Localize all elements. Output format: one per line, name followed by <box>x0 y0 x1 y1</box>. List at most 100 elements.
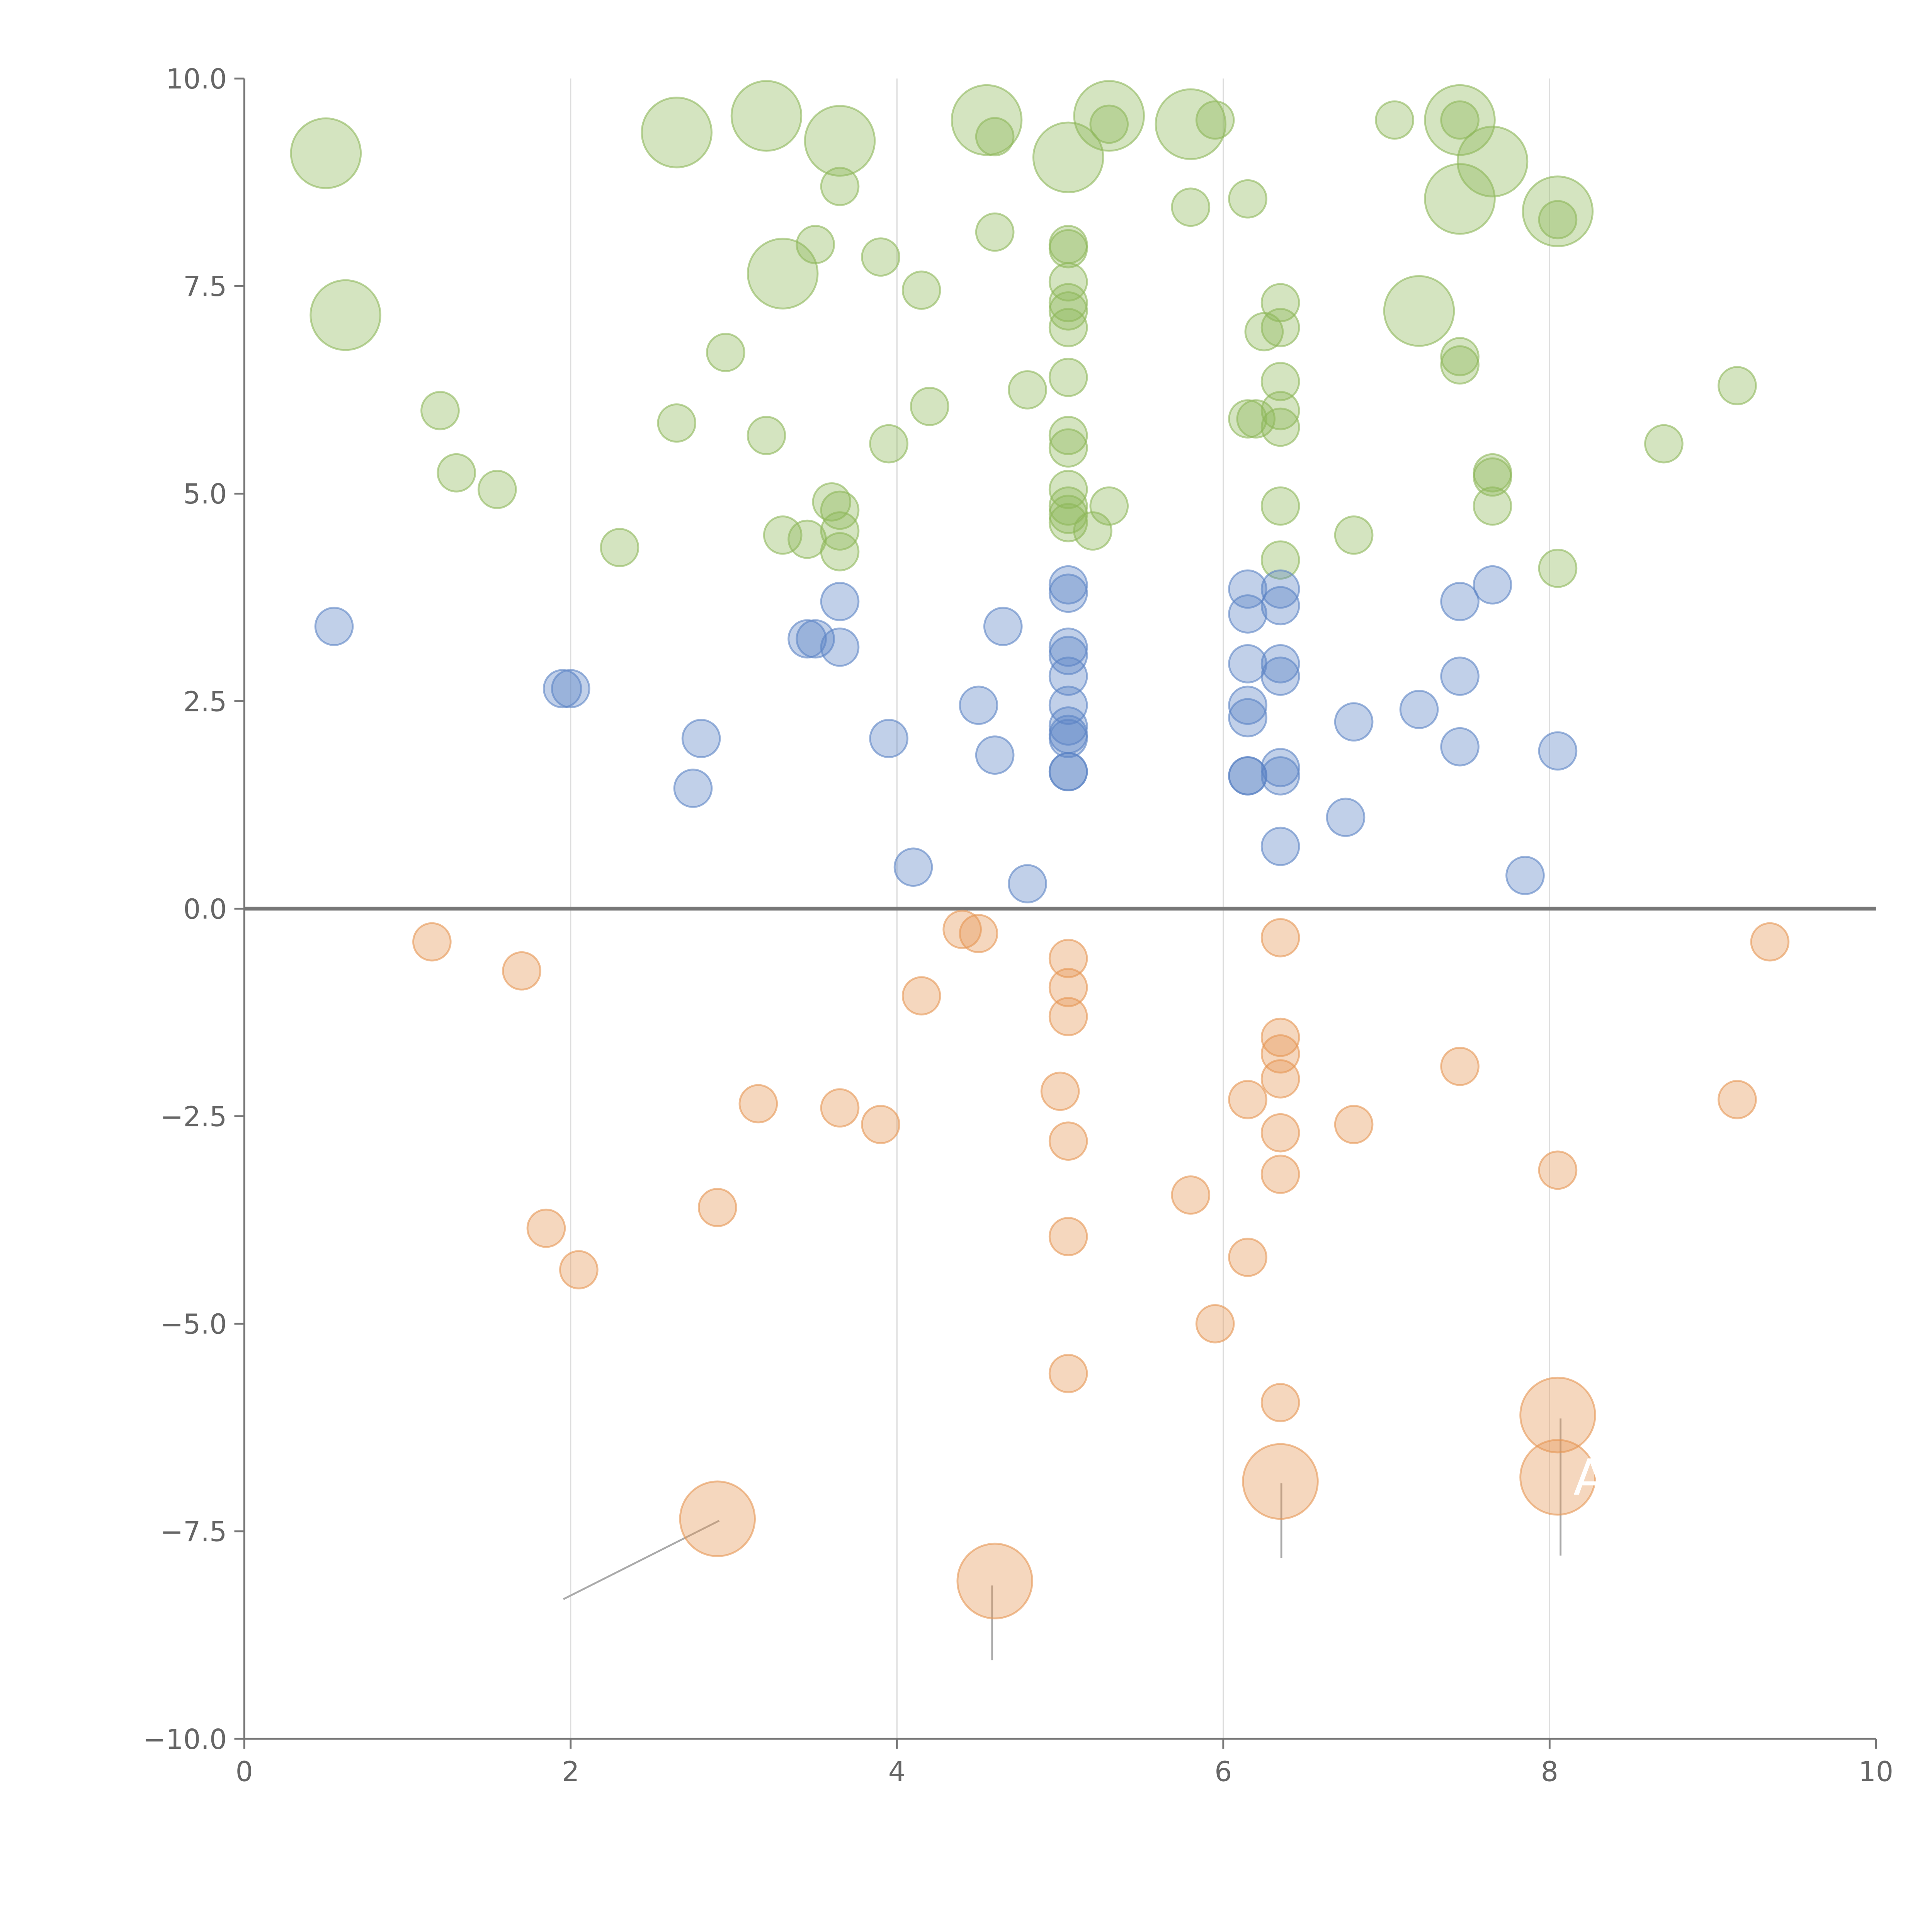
orange-data-point <box>959 914 998 953</box>
y-tick-label: 5.0 <box>183 478 227 510</box>
green-data-point <box>477 469 517 509</box>
blue-data-point <box>1473 565 1512 605</box>
blue-data-point <box>820 628 860 667</box>
blue-data-point <box>1228 594 1267 634</box>
green-data-point <box>910 387 949 426</box>
y-tick-label: −5.0 <box>160 1308 227 1340</box>
green-data-point <box>869 424 908 464</box>
blue-data-point <box>787 619 827 659</box>
orange-data-point <box>1048 1354 1088 1393</box>
green-data-point <box>975 212 1015 252</box>
green-data-point <box>1260 308 1300 347</box>
orange-data-point <box>526 1208 566 1248</box>
blue-data-point <box>1260 586 1300 626</box>
green-data-point <box>1048 357 1088 397</box>
y-tick-label: 0.0 <box>183 893 227 925</box>
green-data-point <box>1260 391 1300 430</box>
orange-data-point <box>1260 1059 1300 1099</box>
leader-line <box>1377 111 1459 119</box>
y-tick-label: 10.0 <box>166 63 227 95</box>
green-data-point <box>1260 407 1300 447</box>
green-data-point <box>1260 486 1300 526</box>
orange-data-point <box>1538 1150 1578 1190</box>
leader-line <box>1426 315 1478 362</box>
green-data-point <box>1260 362 1300 401</box>
green-data-point <box>1456 126 1529 197</box>
green-data-point <box>657 403 697 443</box>
green-data-point <box>1424 163 1496 235</box>
green-data-point <box>1073 511 1112 551</box>
orange-data-point <box>1260 918 1300 957</box>
blue-data-point <box>983 607 1023 646</box>
orange-data-point <box>1048 939 1088 978</box>
blue-data-point <box>1228 698 1267 738</box>
tick-labels: 0 2 4 6 8 10 −10.0 −7.5 −5.0 −2.5 0.0 2.5 5.0 7.5 10.0 <box>143 63 1893 1788</box>
green-data-point <box>1032 121 1104 194</box>
green-data-point <box>1383 275 1455 347</box>
green-data-point <box>1195 100 1235 140</box>
blue-data-point <box>1260 644 1300 684</box>
green-data-point <box>1155 88 1227 160</box>
orange-data-point <box>1440 1046 1480 1086</box>
orange-data-point <box>1048 968 1088 1007</box>
green-data-point <box>1048 428 1088 468</box>
green-data-point <box>901 270 941 310</box>
y-tick-label: −2.5 <box>160 1101 227 1133</box>
blue-data-point <box>551 669 590 709</box>
x-tick-label: 4 <box>888 1756 906 1788</box>
orange-data-point <box>1048 1217 1088 1257</box>
blue-data-point <box>1538 731 1578 771</box>
blue-data-point <box>1440 582 1480 621</box>
blue-data-point <box>1326 798 1366 837</box>
green-data-point <box>1375 100 1414 140</box>
green-data-point <box>1048 308 1088 347</box>
orange-data-point <box>861 1105 900 1144</box>
orange-data-point <box>1195 1304 1235 1344</box>
green-data-point <box>820 490 860 530</box>
data-points <box>290 80 1790 1619</box>
blue-data-point <box>1440 727 1480 767</box>
orange-data-point <box>502 951 541 991</box>
orange-data-point <box>1048 1121 1088 1161</box>
blue-data-point <box>681 719 721 758</box>
green-data-point <box>1473 486 1512 526</box>
green-data-point <box>1334 515 1374 555</box>
green-data-point <box>796 225 835 264</box>
green-data-point <box>730 80 803 152</box>
x-tick-label: 10 <box>1859 1756 1893 1788</box>
blue-data-point <box>959 685 998 725</box>
blue-data-point <box>1334 702 1374 742</box>
green-data-point <box>975 117 1015 156</box>
green-data-point <box>1048 495 1088 534</box>
green-data-point <box>1089 486 1129 526</box>
leader-line <box>592 111 673 133</box>
y-tick-label: 7.5 <box>183 270 227 303</box>
green-data-point <box>420 391 460 430</box>
y-tick-label: 2.5 <box>183 685 227 718</box>
green-data-point <box>820 532 860 571</box>
orange-data-point <box>1242 1443 1319 1520</box>
blue-data-point <box>1440 656 1480 696</box>
green-data-point <box>1008 370 1047 410</box>
green-data-point <box>1228 399 1267 439</box>
orange-data-point <box>956 1543 1033 1619</box>
orange-data-point <box>738 1084 778 1124</box>
blue-data-point <box>893 847 933 887</box>
blue-data-point <box>1048 636 1088 675</box>
green-data-point <box>1048 291 1088 331</box>
green-data-point <box>1522 175 1594 247</box>
green-data-point <box>1440 345 1480 385</box>
annotations: A <box>1573 1449 1607 1507</box>
green-data-point <box>763 515 803 555</box>
green-data-point <box>1538 548 1578 588</box>
green-data-point <box>641 97 713 168</box>
orange-data-point <box>1048 997 1088 1036</box>
orange-data-point <box>1718 1080 1757 1119</box>
orange-data-point <box>1750 922 1790 962</box>
blue-data-point <box>1505 855 1545 895</box>
blue-data-point <box>1260 569 1300 609</box>
green-data-point <box>1073 80 1145 152</box>
green-data-point <box>1424 84 1496 156</box>
blue-data-point <box>543 669 582 709</box>
green-data-point <box>1228 179 1267 219</box>
